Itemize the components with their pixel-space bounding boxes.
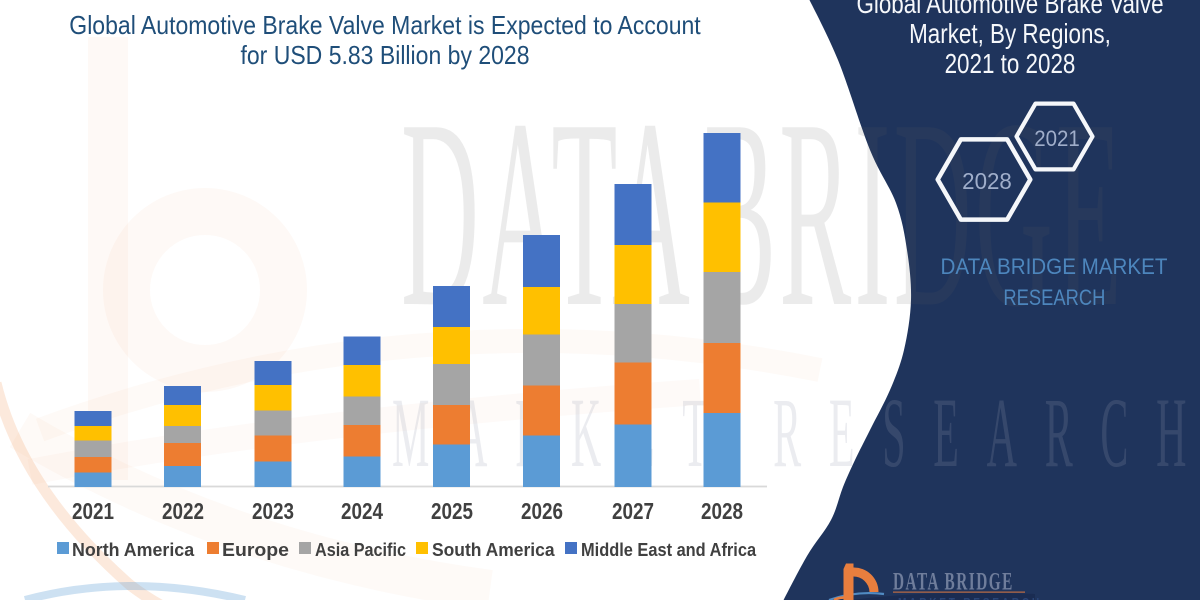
svg-text:MARKET RESEARCH: MARKET RESEARCH bbox=[392, 377, 1200, 488]
svg-text:MARKET RESEARCH: MARKET RESEARCH bbox=[898, 596, 1042, 600]
svg-text:DATA BRIDGE: DATA BRIDGE bbox=[893, 566, 1014, 595]
svg-text:BRIDGE: BRIDGE bbox=[704, 65, 1125, 363]
